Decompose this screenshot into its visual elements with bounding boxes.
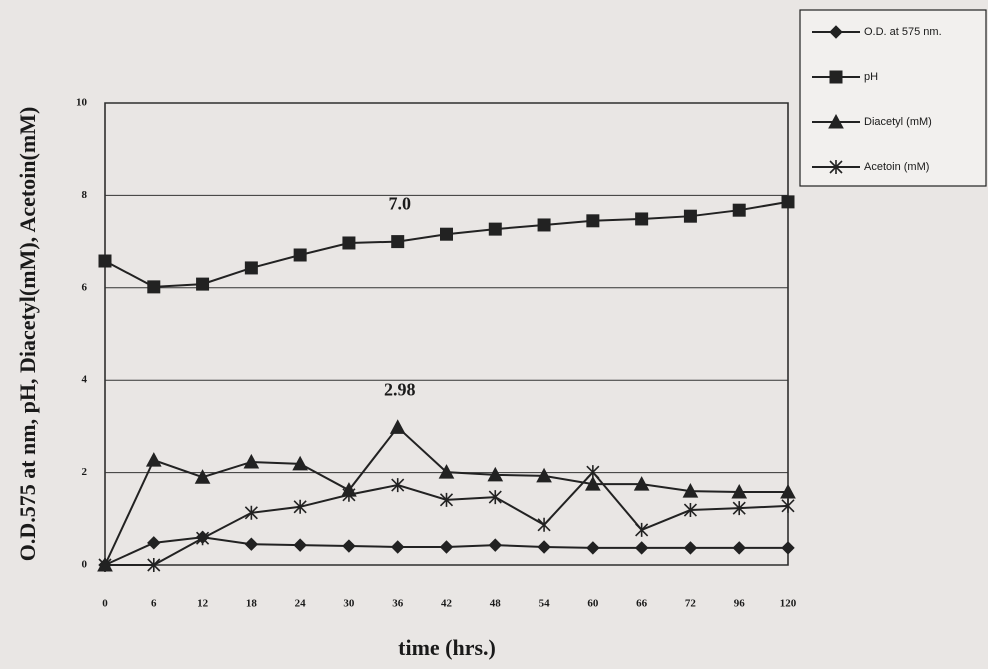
- legend-label: Diacetyl (mM): [864, 116, 932, 128]
- data-point: [489, 539, 501, 551]
- data-point: [197, 278, 209, 290]
- x-tick-label: 66: [636, 598, 648, 610]
- data-point: [538, 541, 550, 553]
- data-point: [636, 213, 648, 225]
- y-tick-label: 8: [82, 189, 88, 201]
- x-tick-label: 36: [392, 598, 404, 610]
- data-point: [538, 518, 550, 532]
- data-point: [392, 541, 404, 553]
- data-point: [733, 204, 745, 216]
- y-tick-label: 10: [76, 97, 88, 109]
- x-tick-label: 120: [780, 598, 797, 610]
- x-tick-label: 72: [685, 598, 697, 610]
- x-tick-label: 18: [246, 598, 258, 610]
- data-point: [148, 537, 160, 549]
- y-tick-label: 0: [82, 559, 88, 571]
- x-tick-label: 60: [587, 598, 599, 610]
- data-point: [391, 420, 405, 433]
- data-point: [636, 523, 648, 537]
- data-point: [684, 210, 696, 222]
- data-point: [343, 237, 355, 249]
- data-point: [392, 236, 404, 248]
- legend-label: O.D. at 575 nm.: [864, 26, 942, 38]
- data-point: [99, 255, 111, 267]
- y-tick-label: 6: [82, 281, 88, 293]
- x-tick-label: 42: [441, 598, 453, 610]
- legend-label: Acetoin (mM): [864, 161, 929, 173]
- data-point: [147, 453, 161, 466]
- legend-label: pH: [864, 71, 878, 83]
- data-point: [587, 215, 599, 227]
- data-label: 2.98: [384, 379, 416, 399]
- data-point: [441, 228, 453, 240]
- x-tick-label: 0: [102, 598, 108, 610]
- x-tick-label: 48: [490, 598, 502, 610]
- y-tick-label: 4: [82, 374, 88, 386]
- x-tick-label: 96: [734, 598, 746, 610]
- data-point: [587, 542, 599, 554]
- x-tick-label: 54: [539, 598, 551, 610]
- data-point: [684, 542, 696, 554]
- data-point: [733, 542, 745, 554]
- y-axis-label: O.D.575 at nm, pH, Diacetyl(mM), Acetoin…: [15, 107, 40, 562]
- x-tick-label: 30: [343, 598, 355, 610]
- data-point: [782, 542, 794, 554]
- chart: time (hrs.) O.D.575 at nm, pH, Diacetyl(…: [0, 0, 988, 669]
- y-tick-label: 2: [82, 466, 88, 478]
- x-tick-label: 6: [151, 598, 157, 610]
- data-point: [245, 538, 257, 550]
- data-point: [294, 539, 306, 551]
- x-axis-label: time (hrs.): [398, 635, 496, 660]
- data-point: [636, 542, 648, 554]
- data-label: 7.0: [388, 194, 411, 214]
- data-point: [294, 249, 306, 261]
- data-point: [441, 541, 453, 553]
- data-point: [343, 540, 355, 552]
- x-tick-label: 24: [295, 598, 307, 610]
- data-point: [782, 196, 794, 208]
- data-point: [245, 262, 257, 274]
- legend-marker: [830, 71, 842, 83]
- data-point: [489, 223, 501, 235]
- x-tick-label: 12: [197, 598, 209, 610]
- data-point: [148, 281, 160, 293]
- data-point: [538, 219, 550, 231]
